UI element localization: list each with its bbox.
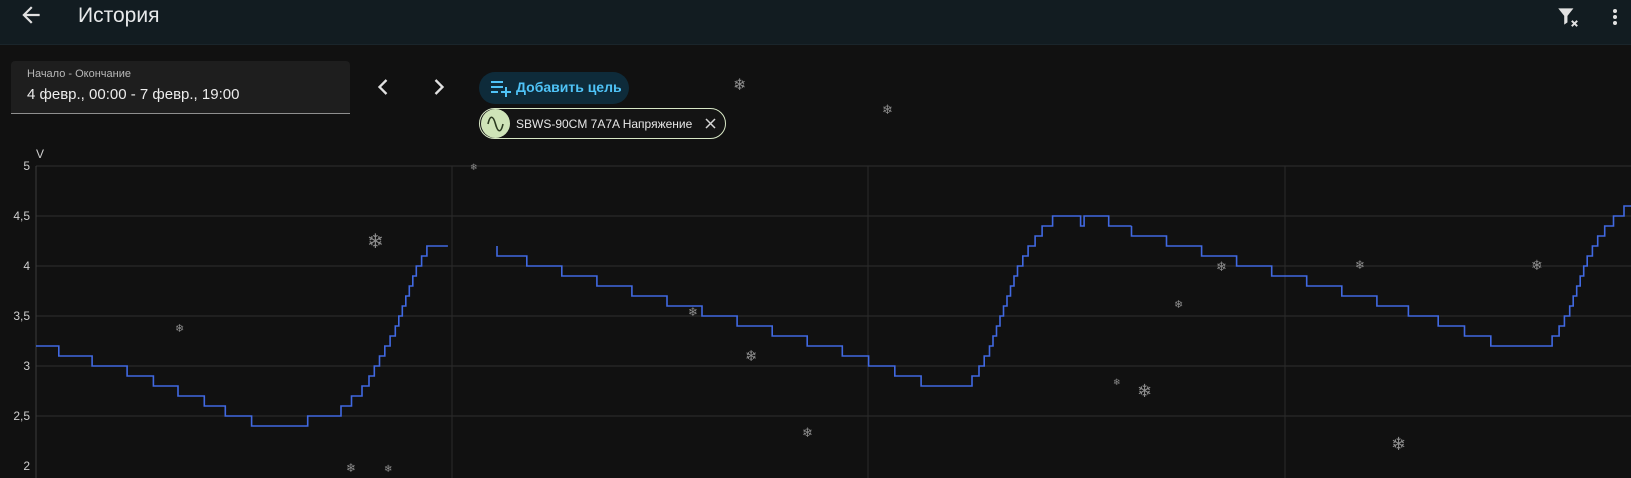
y-tick-label: 5: [23, 159, 30, 173]
add-target-button[interactable]: Добавить цель: [479, 72, 629, 104]
chip-avatar: [481, 109, 510, 138]
target-chip: SBWS-90CM 7A7A Напряжение: [479, 108, 726, 139]
snowflake-icon: ❄: [688, 305, 699, 319]
snowflake-icon: ❄: [175, 323, 185, 335]
page-title: История: [78, 4, 160, 27]
y-tick-label: 3,5: [13, 309, 30, 323]
series-line: [496, 215, 1132, 387]
chevron-left-icon[interactable]: [369, 73, 397, 101]
series-line: [1130, 205, 1631, 347]
snowflake-icon: ❄: [1531, 257, 1543, 273]
snowflake-icon: ❄: [384, 464, 393, 475]
snowflake-icon: ❄: [346, 461, 357, 475]
add-target-label: Добавить цель: [516, 79, 622, 95]
series-line: [36, 245, 448, 427]
y-tick-label: 4: [23, 259, 30, 273]
snowflake-icon: ❄: [1113, 377, 1121, 387]
y-tick-label: 3: [23, 359, 30, 373]
snowflake-icon: ❄: [367, 231, 384, 253]
date-range-label: Начало - Окончание: [27, 68, 131, 80]
y-axis-label: V: [36, 148, 44, 161]
y-tick-label: 4,5: [13, 209, 30, 223]
snowflake-icon: ❄: [1216, 259, 1227, 274]
y-tick-label: 2,5: [13, 409, 30, 423]
history-chart: V 5 4,5 4 3,5 3 2,5 2: [13, 148, 1631, 478]
snowflake-icon: ❄: [882, 102, 893, 117]
date-range-picker[interactable]: Начало - Окончание 4 февр., 00:00 - 7 фе…: [11, 61, 350, 114]
snowflake-icon: ❄: [1355, 258, 1366, 272]
top-app-bar: История: [0, 0, 1631, 45]
sine-wave-icon: [487, 116, 504, 132]
filter-remove-icon[interactable]: [1555, 4, 1581, 30]
snowflake-icon: ❄: [733, 77, 747, 94]
date-range-value: 4 февр., 00:00 - 7 февр., 19:00: [27, 86, 240, 103]
back-arrow-icon[interactable]: [18, 2, 44, 28]
snowflake-icon: ❄: [745, 348, 758, 365]
snowflake-icon: ❄: [470, 162, 478, 172]
close-icon[interactable]: [704, 117, 717, 130]
y-tick-label: 2: [23, 459, 30, 473]
chevron-right-icon[interactable]: [425, 73, 453, 101]
dots-vertical-icon[interactable]: [1602, 4, 1622, 30]
snowflake-icon: ❄: [1391, 434, 1407, 454]
snowflake-icon: ❄: [1174, 299, 1184, 311]
target-chip-label: SBWS-90CM 7A7A Напряжение: [516, 117, 693, 131]
playlist-plus-icon: [491, 81, 511, 97]
snowflake-icon: ❄: [802, 425, 813, 440]
snowflake-icon: ❄: [1137, 381, 1153, 401]
